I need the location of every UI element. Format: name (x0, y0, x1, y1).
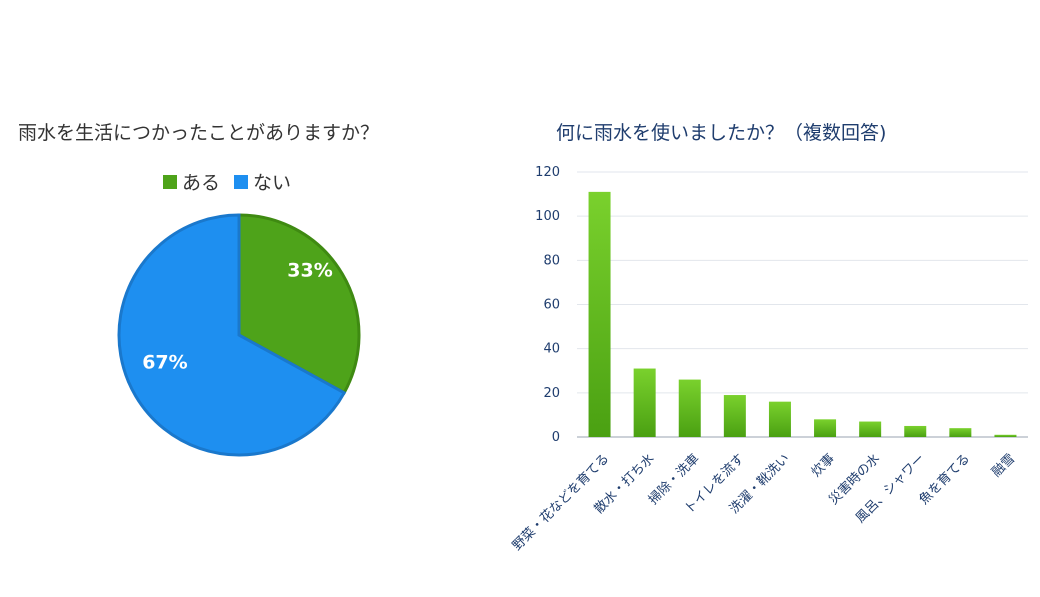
pie-slice-1 (117, 213, 347, 457)
pie-legend: ある ない (163, 168, 305, 195)
legend-label-aru: ある (182, 172, 221, 194)
bar-5 (814, 419, 837, 437)
legend-label-nai: ない (253, 172, 292, 194)
bar-chart-title: 何に雨水を使いましたか？（複数回答) (556, 122, 887, 144)
y-tick-label-100: 100 (535, 209, 560, 224)
x-category-label-5: 炊事 (809, 451, 838, 480)
pie-slice-label-0: 33% (287, 260, 332, 282)
y-tick-label-20: 20 (543, 386, 560, 401)
y-tick-label-0: 0 (552, 430, 560, 445)
bar-1 (633, 368, 656, 437)
bar-0 (588, 191, 611, 437)
bar-4 (768, 401, 791, 437)
legend-swatch-nai (234, 174, 249, 189)
y-tick-label-80: 80 (543, 253, 560, 268)
bar-9 (994, 434, 1017, 437)
y-tick-label-60: 60 (543, 298, 560, 313)
bar-2 (678, 379, 701, 437)
x-category-label-9: 融雪 (989, 451, 1018, 480)
pie-slice-0 (237, 213, 361, 395)
bar-6 (859, 421, 882, 437)
bar-3 (723, 395, 746, 437)
legend-item-aru: ある (163, 168, 220, 195)
bar-8 (949, 428, 972, 437)
legend-swatch-aru (163, 174, 177, 189)
y-tick-label-120: 120 (535, 165, 560, 180)
legend-item-nai: ない (234, 168, 291, 195)
y-tick-label-40: 40 (543, 342, 560, 357)
bar-7 (904, 425, 927, 437)
pie-slice-label-1: 67% (142, 351, 187, 373)
pie-chart-title: 雨水を生活につかったことがありますか？ (18, 122, 380, 144)
